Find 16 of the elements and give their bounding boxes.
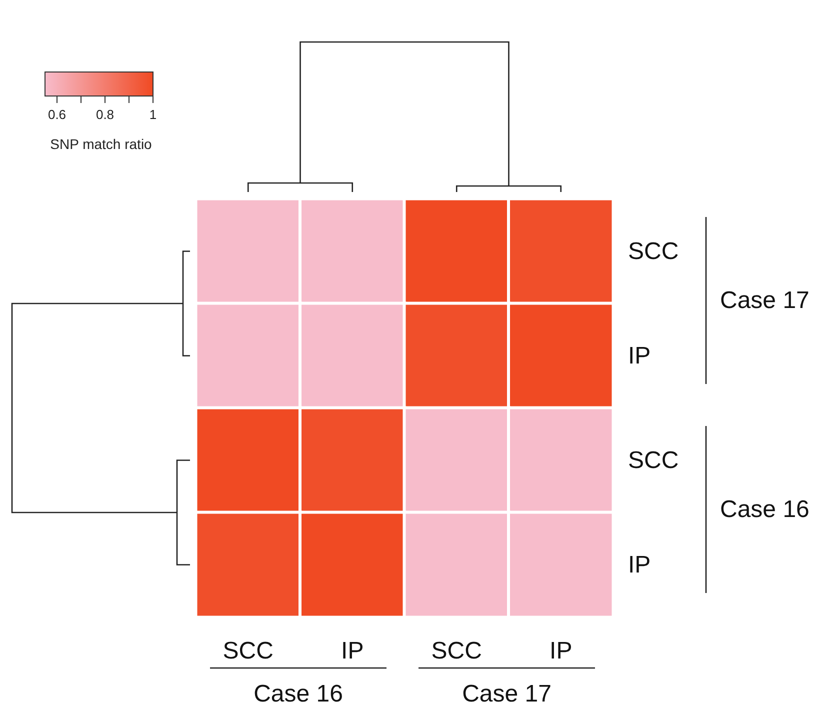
y-tick-label: IP	[628, 551, 651, 578]
x-tick-label: IP	[550, 638, 572, 664]
text: Case 16	[720, 496, 810, 523]
color-bar-label: 1	[149, 107, 157, 122]
y-tick-label: SCC	[628, 446, 679, 474]
text: Case 17	[462, 680, 552, 708]
y-tick-label: IP	[628, 342, 651, 370]
color-bar-label: 0.6	[48, 107, 66, 122]
color-bar-label: 0.8	[96, 107, 114, 122]
y-tick-label: SCC	[628, 238, 679, 265]
color-bar-title: SNP match ratio	[50, 136, 152, 152]
text: Case 16	[254, 680, 343, 708]
text: Case 17	[720, 287, 810, 314]
x-tick-label: IP	[341, 638, 364, 664]
x-tick-label: SCC	[431, 638, 482, 664]
x-tick-label: SCC	[222, 638, 274, 664]
